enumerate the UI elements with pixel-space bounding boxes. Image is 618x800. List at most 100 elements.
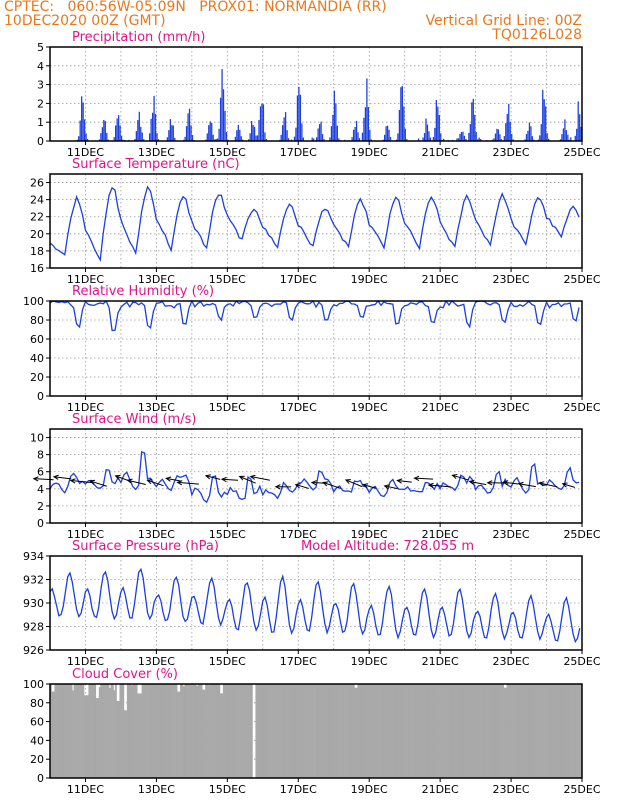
wind-arrow — [413, 475, 434, 482]
cloud-bar — [506, 684, 509, 778]
cloud-bar — [261, 684, 264, 778]
precip-bar — [332, 114, 334, 141]
wind-arrow-head — [220, 476, 227, 483]
panel-precip: Precipitation (mm/h) 0 1 2 3 4 5 11DEC 13DEC 15DE… — [37, 30, 601, 159]
wind-arrow-shaft — [469, 481, 487, 486]
cloud-bar — [178, 691, 181, 778]
precip-bar — [85, 133, 87, 141]
wind-arrow-head — [204, 474, 211, 480]
cloud-bar — [360, 684, 363, 778]
cloud-bar — [413, 684, 416, 778]
cloud-bar — [227, 684, 230, 778]
cloud-bar — [317, 684, 320, 778]
x-tick-label: 19DEC — [351, 146, 388, 159]
wind-arrow-head — [486, 480, 493, 486]
cloud-bar — [354, 687, 357, 778]
precip-bar — [157, 139, 160, 141]
panel-title: Surface Wind (m/s) — [72, 412, 196, 427]
x-tick-label: 19DEC — [351, 273, 388, 286]
cloud-bar — [456, 684, 459, 778]
cloud-bar — [205, 684, 207, 778]
wind-arrow-head — [294, 483, 301, 489]
precip-bar — [564, 119, 566, 141]
wind-arrow-head — [502, 480, 509, 486]
wind-arrow-head — [249, 474, 256, 480]
precip-bar — [425, 118, 427, 141]
cloud-bar — [174, 684, 176, 778]
cloud-bar — [197, 684, 200, 778]
cloud-bar — [106, 684, 108, 778]
precip-bar — [249, 133, 251, 141]
cloud-bar — [539, 684, 541, 778]
precip-bar — [284, 112, 287, 141]
wind-arrow — [249, 474, 270, 481]
wind-arrow-head — [344, 479, 351, 485]
cloud-bar — [61, 684, 64, 778]
cloud-bar — [243, 684, 246, 778]
cloud-bar — [70, 684, 73, 778]
cloud-bar — [284, 684, 287, 778]
cloud-bar — [310, 684, 312, 778]
cloud-bar — [277, 684, 280, 778]
cloud-bar — [168, 684, 170, 778]
x-tick-label: 11DEC — [67, 146, 104, 159]
cloud-bar — [165, 684, 168, 778]
precip-bar — [172, 125, 174, 141]
precip-bar — [417, 138, 420, 141]
cloud-bar — [181, 684, 184, 778]
precip-bar — [98, 139, 101, 141]
x-tick-label: 17DEC — [280, 146, 317, 159]
cloud-bar — [245, 684, 247, 778]
precip-bar — [83, 119, 86, 141]
plot-frame — [49, 428, 583, 524]
y-tick-label: 6 — [37, 466, 44, 479]
precip-bar — [386, 125, 389, 141]
cloud-bar — [522, 684, 525, 778]
cloud-bar — [302, 684, 305, 778]
cloud-bar — [361, 684, 364, 778]
cloud-bar — [429, 684, 432, 778]
wind-arrow-shaft — [90, 480, 107, 487]
wind-arrow-head — [468, 479, 475, 485]
cloud-bar — [249, 684, 252, 778]
cloud-bar — [113, 690, 116, 778]
precip-bar — [149, 133, 151, 141]
precip-bar — [546, 133, 548, 141]
precip-bar — [264, 132, 266, 141]
precip-bar — [138, 111, 140, 141]
cloud-bar — [392, 684, 395, 778]
x-tick-label: 13DEC — [138, 528, 175, 541]
x-tick-label: 15DEC — [209, 273, 246, 286]
precip-bar — [318, 124, 321, 141]
precip-bar — [81, 96, 83, 141]
cloud-bar — [394, 684, 397, 778]
cloud-bar — [546, 684, 549, 778]
y-tick-label: 26 — [30, 177, 44, 190]
precip-bar — [567, 134, 569, 141]
cloud-bar — [462, 684, 465, 778]
cloud-bar — [443, 684, 445, 778]
wind-arrow — [52, 474, 72, 480]
precip-bar — [120, 135, 123, 141]
precip-bar — [330, 126, 333, 141]
cloud-bar — [488, 684, 491, 778]
precip-bar — [438, 115, 440, 141]
cloud-bar — [349, 684, 352, 778]
cloud-bar — [222, 684, 225, 778]
cloud-bar — [196, 685, 199, 778]
cloud-bar — [146, 684, 148, 778]
cloud-bar — [441, 684, 444, 778]
cloud-bar — [125, 710, 128, 778]
cloud-bar — [370, 684, 373, 778]
wind-arrow-head — [146, 479, 153, 485]
precip-bar — [252, 124, 254, 141]
cloud-bar — [239, 684, 241, 778]
wind-arrow-head — [176, 480, 183, 486]
wind-arrow-head — [69, 478, 76, 484]
precip-bar — [404, 128, 406, 141]
precip-bar — [151, 112, 154, 141]
cloud-bar — [398, 684, 401, 778]
cloud-bar — [496, 684, 499, 778]
cloud-bar — [466, 684, 469, 778]
precip-bar — [559, 139, 562, 141]
